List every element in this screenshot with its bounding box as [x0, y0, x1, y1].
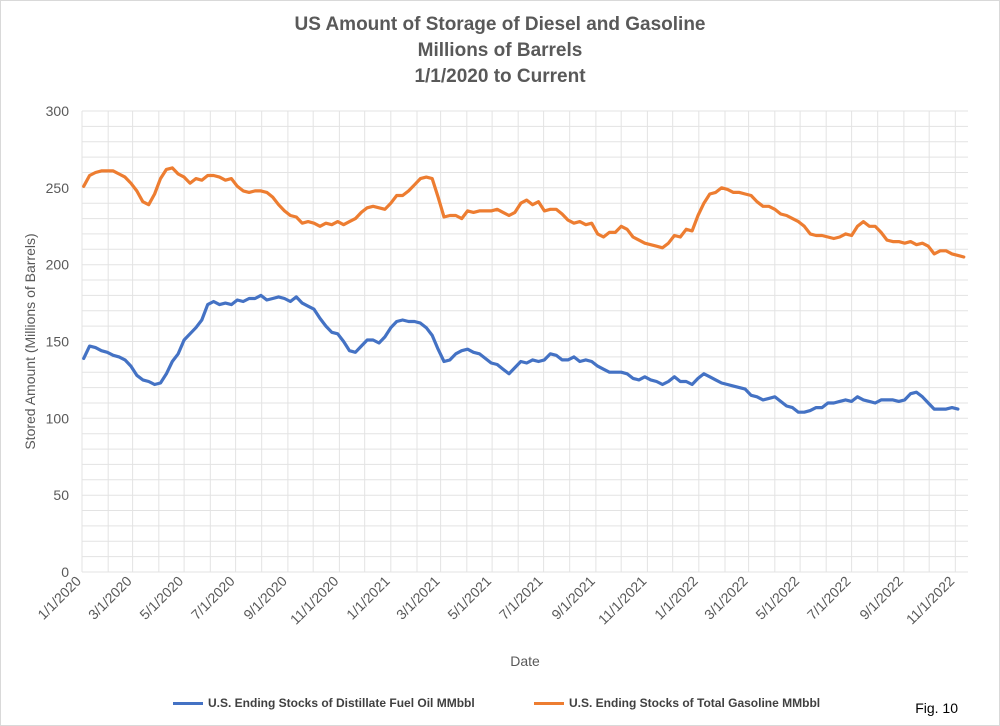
- x-tick-label: 7/1/2020: [188, 573, 238, 623]
- legend-item-gasoline: U.S. Ending Stocks of Total Gasoline MMb…: [534, 696, 820, 710]
- x-tick-label: 5/1/2020: [136, 573, 186, 623]
- x-tick-label: 7/1/2021: [496, 573, 546, 623]
- y-tick-label: 300: [46, 103, 70, 119]
- chart-title-line-3: 1/1/2020 to Current: [414, 66, 586, 87]
- x-tick-label: 5/1/2021: [444, 573, 494, 623]
- x-axis-title: Date: [510, 653, 540, 669]
- x-tick-label: 1/1/2020: [34, 573, 84, 623]
- x-tick-label: 11/1/2022: [903, 573, 958, 628]
- x-tick-label: 9/1/2022: [856, 573, 906, 623]
- series-line-gasoline: [82, 166, 966, 259]
- x-tick-label: 9/1/2021: [548, 573, 598, 623]
- x-tick-label: 9/1/2020: [240, 573, 290, 623]
- y-tick-label: 200: [46, 257, 70, 273]
- figure-label: Fig. 10: [915, 700, 958, 716]
- chart-title-line-2: Millions of Barrels: [417, 40, 583, 61]
- y-tick-label: 100: [46, 410, 70, 426]
- x-tick-label: 11/1/2020: [287, 573, 342, 628]
- legend-item-distillate: U.S. Ending Stocks of Distillate Fuel Oi…: [173, 696, 475, 710]
- x-tick-label: 1/1/2022: [651, 573, 701, 623]
- legend-label-distillate: U.S. Ending Stocks of Distillate Fuel Oi…: [208, 696, 475, 710]
- x-tick-label: 1/1/2021: [343, 573, 393, 623]
- y-tick-label: 250: [46, 180, 70, 196]
- x-tick-label: 3/1/2022: [701, 573, 751, 623]
- legend-label-gasoline: U.S. Ending Stocks of Total Gasoline MMb…: [569, 696, 821, 710]
- y-axis-title: Stored Amount (Millions of Barrels): [22, 233, 38, 449]
- x-tick-label: 3/1/2021: [393, 573, 443, 623]
- y-tick-label: 0: [61, 564, 69, 580]
- x-tick-label: 5/1/2022: [752, 573, 802, 623]
- legend-swatch-gasoline: [534, 701, 564, 705]
- series-line-distillate: [82, 293, 960, 414]
- chart-title-line-1: US Amount of Storage of Diesel and Gasol…: [294, 14, 706, 35]
- legend-swatch-distillate: [173, 701, 203, 705]
- x-tick-label: 7/1/2022: [804, 573, 854, 623]
- y-tick-label: 50: [53, 487, 69, 503]
- x-tick-label: 11/1/2021: [595, 573, 650, 628]
- x-tick-label: 3/1/2020: [85, 573, 135, 623]
- y-tick-label: 150: [46, 334, 70, 350]
